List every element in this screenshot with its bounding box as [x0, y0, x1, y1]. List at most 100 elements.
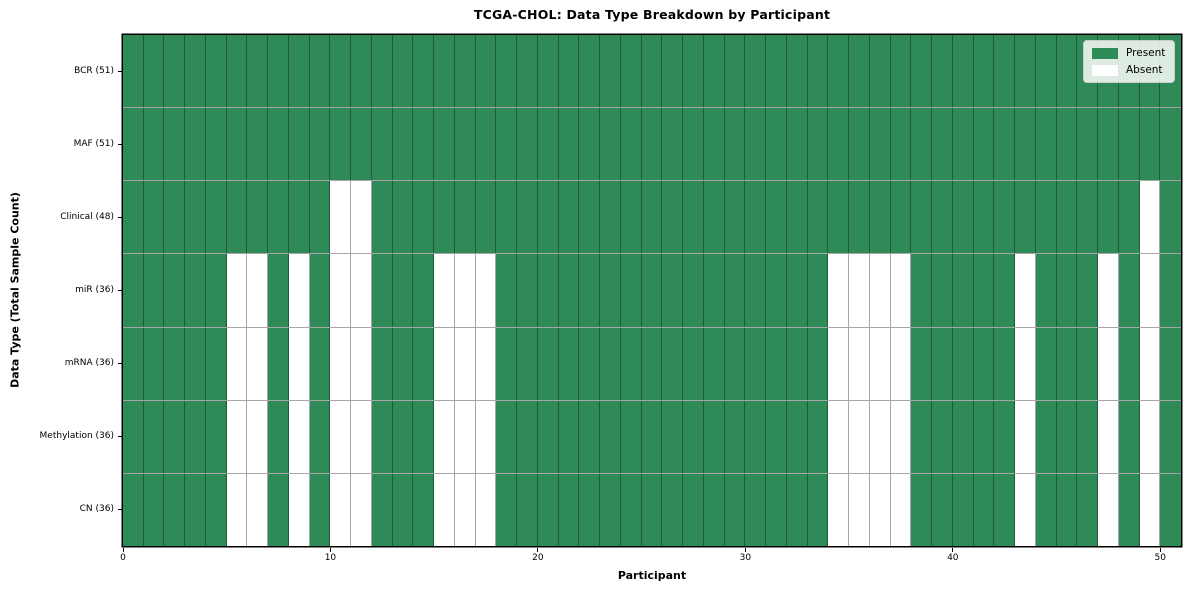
heatmap-cell	[1015, 327, 1036, 400]
heatmap-cell	[1015, 254, 1036, 327]
heatmap-cell	[890, 473, 912, 546]
heatmap-cell	[600, 473, 621, 546]
heatmap-cell	[475, 181, 497, 254]
heatmap-cell	[620, 400, 642, 473]
heatmap-cell	[890, 400, 912, 473]
heatmap-cell	[662, 254, 684, 327]
heatmap-cell	[309, 181, 331, 254]
heatmap-cell	[828, 473, 850, 546]
heatmap-cell	[351, 254, 372, 327]
y-tick-mark	[118, 217, 122, 218]
heatmap-cell	[1035, 327, 1057, 400]
heatmap-cell	[517, 473, 538, 546]
y-tick-mark	[118, 363, 122, 364]
heatmap-cell	[973, 108, 995, 181]
heatmap-cell	[1118, 108, 1140, 181]
heatmap-cell	[952, 181, 974, 254]
heatmap-cell	[185, 35, 206, 108]
heatmap-cell	[330, 327, 352, 400]
heatmap-row	[123, 254, 1181, 328]
heatmap-cell	[330, 108, 352, 181]
heatmap-cell	[164, 473, 186, 546]
heatmap-cell	[807, 400, 829, 473]
heatmap-cell	[1056, 181, 1078, 254]
heatmap-cell	[351, 473, 372, 546]
heatmap-cell	[1015, 400, 1036, 473]
heatmap-cell	[807, 181, 829, 254]
heatmap-cell	[205, 181, 227, 254]
heatmap-cell	[579, 108, 601, 181]
heatmap-cell	[994, 108, 1016, 181]
heatmap-cell	[662, 327, 684, 400]
heatmap-cell	[890, 254, 912, 327]
heatmap-cell	[869, 108, 891, 181]
heatmap-cell	[164, 400, 186, 473]
heatmap-cell	[890, 181, 912, 254]
heatmap-cell	[890, 35, 912, 108]
heatmap-cell	[932, 254, 953, 327]
legend-swatch-present-icon	[1092, 47, 1118, 59]
x-tick-label: 0	[120, 553, 126, 563]
heatmap-cell	[537, 473, 559, 546]
y-tick-label: mRNA (36)	[64, 358, 114, 368]
legend-item-present: Present	[1092, 47, 1165, 59]
heatmap-cell	[454, 181, 476, 254]
heatmap-cell	[371, 400, 393, 473]
heatmap-cell	[226, 400, 248, 473]
heatmap-cell	[143, 473, 165, 546]
heatmap-cell	[1098, 181, 1119, 254]
heatmap-cell	[786, 35, 808, 108]
heatmap-cell	[309, 108, 331, 181]
heatmap-cell	[745, 254, 767, 327]
heatmap-cell	[454, 35, 476, 108]
heatmap-cell	[1139, 181, 1161, 254]
heatmap-cell	[143, 181, 165, 254]
heatmap-cell	[766, 181, 787, 254]
heatmap-cell	[911, 181, 933, 254]
heatmap-cell	[517, 35, 538, 108]
heatmap-cell	[123, 35, 144, 108]
heatmap-cell	[828, 254, 850, 327]
heatmap-cell	[1015, 473, 1036, 546]
heatmap-cell	[185, 473, 206, 546]
x-tick-mark	[744, 548, 746, 552]
heatmap-cell	[309, 400, 331, 473]
heatmap-cell	[1098, 327, 1119, 400]
heatmap-cell	[683, 35, 704, 108]
legend-label-absent: Absent	[1126, 64, 1163, 76]
heatmap-cell	[247, 108, 269, 181]
heatmap-cell	[724, 35, 746, 108]
heatmap-cell	[786, 181, 808, 254]
heatmap-cell	[703, 108, 725, 181]
heatmap-cell	[641, 473, 663, 546]
heatmap-cell	[600, 254, 621, 327]
heatmap-cell	[952, 400, 974, 473]
heatmap-cell	[952, 254, 974, 327]
heatmap-cell	[558, 254, 580, 327]
y-tick-mark	[118, 436, 122, 437]
heatmap-cell	[766, 327, 787, 400]
heatmap-cell	[164, 108, 186, 181]
heatmap-cell	[413, 327, 435, 400]
heatmap-cell	[496, 254, 518, 327]
heatmap-cell	[932, 35, 953, 108]
heatmap-cell	[1118, 400, 1140, 473]
heatmap-cell	[496, 35, 518, 108]
heatmap-cell	[1077, 327, 1099, 400]
heatmap-cell	[641, 400, 663, 473]
heatmap-cell	[1056, 35, 1078, 108]
heatmap-cell	[330, 473, 352, 546]
heatmap-cell	[413, 108, 435, 181]
heatmap-cell	[392, 108, 414, 181]
heatmap-cell	[454, 400, 476, 473]
heatmap-cell	[434, 473, 455, 546]
heatmap-row	[123, 181, 1181, 255]
heatmap-cell	[123, 181, 144, 254]
heatmap-cell	[1056, 473, 1078, 546]
heatmap-cell	[392, 327, 414, 400]
heatmap-cell	[620, 327, 642, 400]
heatmap-cell	[890, 327, 912, 400]
heatmap-cell	[371, 473, 393, 546]
heatmap-cell	[205, 35, 227, 108]
heatmap-cell	[164, 181, 186, 254]
